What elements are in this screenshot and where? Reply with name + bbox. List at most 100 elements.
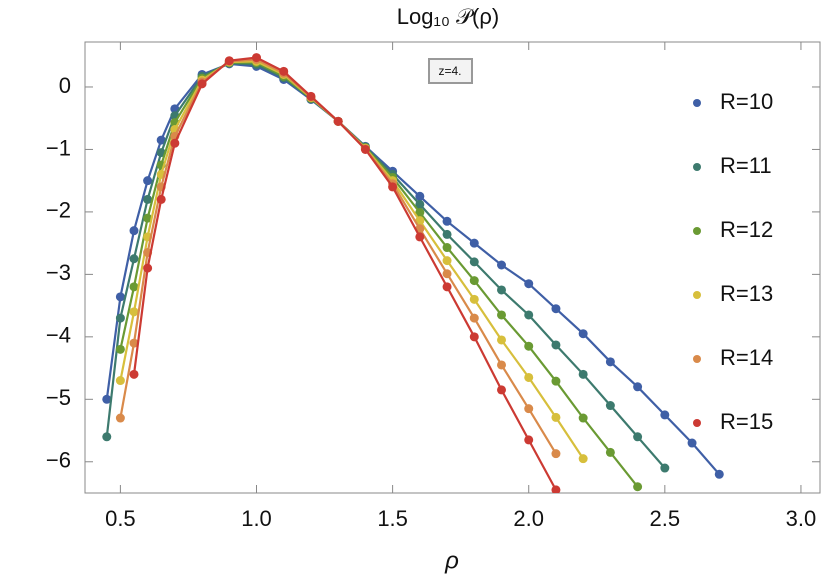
data-point [415,199,425,209]
data-point [415,208,425,218]
data-point [497,360,506,370]
data-point [129,282,139,292]
plot-frame [84,41,821,494]
data-point [469,257,479,267]
data-point [102,394,112,404]
data-point [129,307,139,317]
data-point [115,313,125,323]
y-tick-label: −3 [46,260,71,285]
data-point [660,410,670,420]
legend-marker [693,99,701,107]
y-tick-label: 0 [59,73,71,98]
data-point [524,310,534,320]
series-line [105,62,721,476]
legend-label: R=14 [720,345,773,370]
series-line [119,60,585,460]
legend-label: R=13 [720,281,773,306]
data-point [115,413,125,423]
data-point [442,229,452,239]
data-point [497,310,506,320]
data-point [578,369,588,379]
annotation: z=4. [438,64,461,78]
data-point [497,260,506,270]
data-point [497,385,506,395]
data-point [524,435,534,445]
data-point [129,254,139,264]
data-point [469,238,479,248]
legend-marker [693,419,701,427]
data-point [551,304,561,314]
data-point [469,294,479,304]
data-point [170,138,180,148]
data-point [415,216,425,226]
data-point [469,276,479,286]
data-point [524,372,534,382]
data-point [551,412,561,422]
legend-label: R=15 [720,409,773,434]
data-point [714,469,724,479]
data-point [578,329,588,339]
data-point [497,285,506,295]
data-point [388,182,398,192]
data-point [442,269,452,279]
y-tick-label: −2 [46,198,71,223]
y-tick-label: −4 [46,323,71,348]
x-tick-label: 0.5 [105,506,136,531]
data-point [333,116,343,126]
data-point [143,176,153,186]
data-point [102,432,112,442]
data-point [633,382,643,392]
x-tick-label: 3.0 [786,506,817,531]
y-tick-label: −5 [46,385,71,410]
data-point [115,292,125,302]
data-point [578,413,588,423]
data-point [551,485,561,493]
chart-title: Log₁₀ 𝒫(ρ) [397,4,499,29]
data-point [442,216,452,226]
data-point [224,56,234,66]
data-point [633,482,643,492]
data-point [360,144,370,154]
annotation-box [428,58,473,84]
data-point [605,357,615,367]
data-point [633,432,643,442]
data-point [143,263,153,273]
data-point [129,369,139,379]
data-point [551,340,561,350]
data-point [129,226,139,236]
data-point [442,282,452,292]
legend-marker [693,227,701,235]
data-point [551,376,561,386]
data-point [156,135,166,145]
y-tick-label: −6 [46,448,71,473]
legend-marker [693,163,701,171]
data-point [279,66,289,76]
data-point [115,376,125,386]
data-point [252,53,261,63]
legend-label: R=12 [720,217,773,242]
x-tick-label: 1.0 [241,506,272,531]
data-point [115,344,125,354]
data-point [551,449,561,459]
series-line [132,56,557,491]
data-point [605,447,615,457]
x-tick-label: 1.5 [377,506,408,531]
data-point [415,232,425,242]
x-tick-label: 2.0 [513,506,544,531]
data-point [129,338,139,348]
data-point [197,79,207,89]
data-point [524,404,534,414]
data-point [605,401,615,411]
data-point [306,91,316,101]
series-line [105,62,666,469]
data-point [524,341,534,351]
legend-marker [693,355,701,363]
data-point [156,194,166,204]
y-tick-label: −1 [46,135,71,160]
legend-label: R=10 [720,89,773,114]
data-point [524,279,534,289]
data-point [687,438,697,448]
x-axis-label: ρ [444,547,459,574]
x-tick-label: 2.5 [650,506,681,531]
